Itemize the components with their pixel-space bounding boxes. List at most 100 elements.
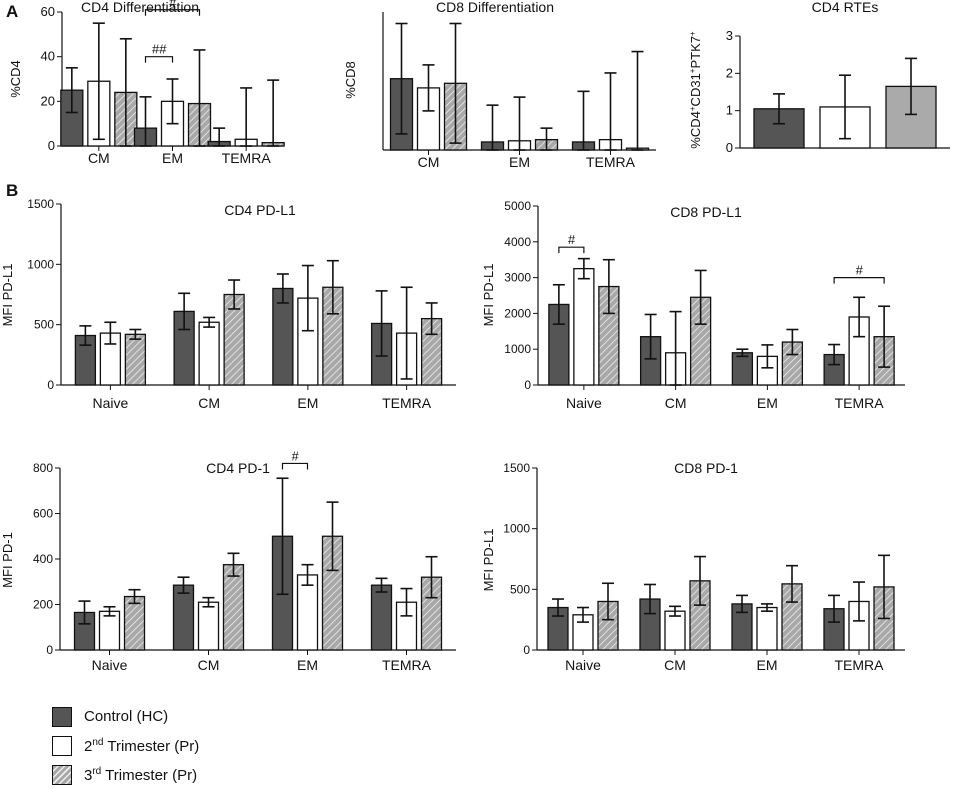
y-tick-label: 0	[524, 378, 531, 392]
y-tick-label: 0	[48, 138, 55, 153]
chart-title: CD8 PD-L1	[670, 204, 742, 220]
bar-2nd	[573, 267, 595, 386]
x-category-label: EM	[297, 395, 318, 411]
chart-title: CD4 PD-1	[206, 460, 270, 476]
bar-3rd	[222, 564, 245, 651]
y-axis-label: MFI PD-L1	[481, 529, 496, 592]
legend-item-third: 3rd Trimester (Pr)	[52, 760, 199, 789]
legend-swatch-second	[52, 735, 72, 756]
y-tick-label: 0	[47, 378, 54, 392]
chart-cd4_pd1: CD4 PD-1 MFI PD-1 0 200 400 600 800 Naive CM EM TE…	[0, 448, 456, 673]
significance-bracket	[144, 56, 174, 63]
x-category-label: CM	[664, 657, 686, 673]
y-tick-label: 3000	[504, 271, 531, 285]
x-category-label: EM	[162, 150, 183, 166]
significance-bracket	[281, 462, 309, 470]
x-category-label: TEMRA	[382, 657, 432, 673]
bar-2nd	[756, 606, 778, 651]
chart-title: CD8 Differentiation	[436, 0, 554, 15]
bar-2nd	[198, 321, 220, 386]
x-category-label: Naive	[92, 657, 128, 673]
y-tick-label: 1000	[503, 522, 530, 536]
y-tick-label: 4000	[504, 235, 531, 249]
x-category-label: Naive	[566, 395, 602, 411]
y-tick-label: 0	[726, 140, 733, 155]
bar-3rd	[124, 333, 147, 386]
y-tick-label: 1000	[27, 257, 54, 271]
x-category-label: TEMRA	[222, 150, 272, 166]
x-category-label: EM	[757, 395, 778, 411]
x-category-label: Naive	[565, 657, 601, 673]
chart-cd8_diff: CD8 Differentiation %CD8 CM EM TEMRA	[343, 0, 656, 170]
y-tick-label: 500	[510, 582, 530, 596]
chart-title: CD8 PD-1	[674, 460, 738, 476]
chart-cd4_pdl1: CD4 PD-L1 MFI PD-L1 0 500 1000 1500 Naive CM EM T…	[0, 197, 456, 411]
legend-label-control: Control (HC)	[84, 708, 169, 725]
x-category-label: EM	[297, 657, 318, 673]
x-category-label: TEMRA	[835, 395, 885, 411]
y-axis-label: %CD8	[343, 61, 358, 99]
significance-marker: #	[291, 448, 299, 463]
significance-marker: #	[856, 263, 864, 278]
bar-2nd	[98, 610, 121, 651]
x-category-label: CM	[665, 395, 687, 411]
legend-item-control: Control (HC)	[52, 702, 199, 731]
bar-control	[731, 352, 754, 386]
bar-2nd	[197, 601, 220, 651]
bar-2nd	[664, 610, 686, 651]
legend-swatch-control	[52, 706, 72, 727]
y-tick-label: 0	[46, 643, 53, 657]
legend-label-second: 2nd Trimester (Pr)	[84, 736, 200, 755]
chart-cd4_rtes: CD4 RTEs %CD4+CD31+PTK7+ 0 1 2 3	[688, 0, 950, 155]
bar-control	[172, 584, 195, 651]
significance-marker: #	[169, 0, 177, 10]
x-category-label: EM	[757, 657, 778, 673]
y-axis-label: MFI PD-1	[0, 532, 15, 588]
significance-marker: #	[568, 232, 576, 247]
legend-label-third: 3rd Trimester (Pr)	[84, 765, 198, 784]
y-tick-label: 400	[33, 552, 53, 566]
legend-item-second: 2nd Trimester (Pr)	[52, 731, 199, 760]
y-tick-label: 1500	[503, 461, 530, 475]
x-category-label: EM	[509, 154, 530, 170]
legend: Control (HC) 2nd Trimester (Pr) 3rd Trim…	[52, 702, 199, 789]
y-tick-label: 600	[33, 507, 53, 521]
significance-bracket	[144, 9, 201, 16]
y-tick-label: 2	[726, 65, 733, 80]
x-category-label: CM	[198, 657, 220, 673]
chart-cd8_pd1: CD8 PD-1 MFI PD-L1 0 500 1000 1500 Naive CM EM TE…	[481, 460, 905, 673]
y-tick-label: 1500	[27, 197, 54, 211]
chart-title: CD4 PD-L1	[224, 202, 296, 218]
x-category-label: TEMRA	[382, 395, 432, 411]
y-tick-label: 1	[726, 103, 733, 118]
panel-label-b: B	[6, 181, 18, 200]
y-tick-label: 40	[41, 49, 55, 64]
x-category-label: CM	[418, 154, 440, 170]
panel-label-a: A	[6, 2, 18, 21]
y-tick-label: 5000	[504, 199, 531, 213]
y-axis-label: %CD4	[8, 60, 23, 98]
y-tick-label: 1000	[504, 342, 531, 356]
y-tick-label: 200	[33, 598, 53, 612]
y-tick-label: 0	[523, 643, 530, 657]
y-tick-label: 3	[726, 28, 733, 43]
x-category-label: Naive	[92, 395, 128, 411]
chart-cd8_pdl1: CD8 PD-L1 MFI PD-L1 0 1000 2000 3000 4000 5000 N…	[481, 199, 905, 411]
y-tick-label: 500	[34, 318, 54, 332]
y-axis-label: %CD4+CD31+PTK7+	[688, 31, 703, 149]
y-axis-label: MFI PD-L1	[481, 264, 496, 327]
x-category-label: CM	[88, 150, 110, 166]
bar-2nd	[296, 574, 319, 651]
bar-control	[370, 584, 393, 651]
chart-title: CD4 Differentiation	[81, 0, 199, 15]
x-category-label: CM	[198, 395, 220, 411]
significance-marker: ##	[152, 42, 167, 57]
chart-title: CD4 RTEs	[812, 0, 879, 15]
chart-cd4_diff: CD4 Differentiation %CD4 0 20 40 60 CM EM TEMRA #…	[8, 0, 285, 166]
x-category-label: TEMRA	[586, 154, 636, 170]
bar-3rd	[123, 595, 146, 651]
y-tick-label: 60	[41, 4, 55, 19]
significance-bracket	[833, 277, 885, 284]
